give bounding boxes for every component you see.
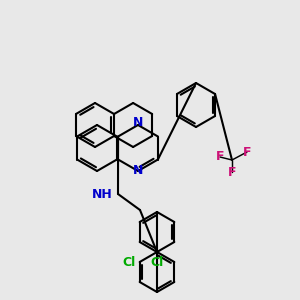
Text: Cl: Cl: [122, 256, 136, 268]
Text: Cl: Cl: [150, 256, 164, 269]
Text: N: N: [133, 164, 143, 178]
Text: F: F: [216, 151, 224, 164]
Text: F: F: [228, 166, 236, 178]
Text: N: N: [133, 116, 143, 130]
Text: NH: NH: [92, 188, 113, 200]
Text: F: F: [243, 146, 251, 158]
